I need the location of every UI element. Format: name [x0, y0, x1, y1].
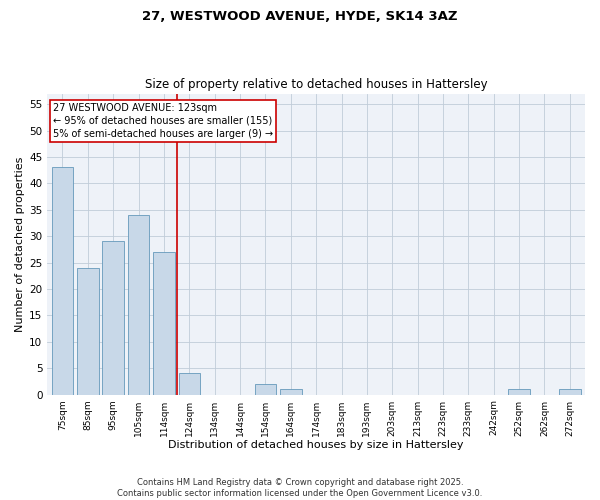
Y-axis label: Number of detached properties: Number of detached properties	[15, 156, 25, 332]
Bar	[52, 168, 73, 394]
Bar	[559, 390, 581, 394]
Bar	[128, 215, 149, 394]
Title: Size of property relative to detached houses in Hattersley: Size of property relative to detached ho…	[145, 78, 487, 91]
Bar	[179, 374, 200, 394]
Bar	[280, 390, 302, 394]
Bar	[254, 384, 276, 394]
Text: 27, WESTWOOD AVENUE, HYDE, SK14 3AZ: 27, WESTWOOD AVENUE, HYDE, SK14 3AZ	[142, 10, 458, 23]
X-axis label: Distribution of detached houses by size in Hattersley: Distribution of detached houses by size …	[169, 440, 464, 450]
Text: 27 WESTWOOD AVENUE: 123sqm
← 95% of detached houses are smaller (155)
5% of semi: 27 WESTWOOD AVENUE: 123sqm ← 95% of deta…	[53, 102, 273, 139]
Bar	[153, 252, 175, 394]
Bar	[77, 268, 98, 394]
Bar	[103, 242, 124, 394]
Bar	[508, 390, 530, 394]
Text: Contains HM Land Registry data © Crown copyright and database right 2025.
Contai: Contains HM Land Registry data © Crown c…	[118, 478, 482, 498]
